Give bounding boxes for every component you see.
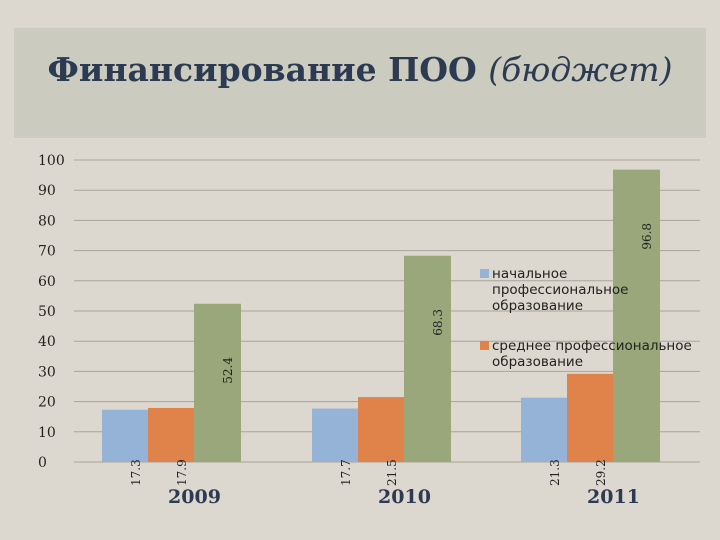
y-tick-label: 60: [38, 274, 56, 290]
x-tick-label: 2010: [378, 486, 431, 508]
legend-label: начальное профессиональное образование: [492, 266, 628, 314]
bar: [521, 397, 568, 462]
x-tick-label: 2011: [587, 486, 640, 508]
legend-swatch: [480, 269, 489, 278]
data-label: 29.2: [594, 459, 608, 486]
page-title: Финансирование ПОО (бюджет): [0, 50, 720, 89]
bar: [312, 408, 359, 462]
y-tick-label: 80: [38, 213, 56, 229]
y-tick-label: 20: [38, 395, 56, 411]
data-label: 52.4: [221, 357, 235, 384]
legend-label: среднее профессиональное образование: [492, 338, 692, 370]
y-tick-label: 0: [38, 455, 47, 471]
y-tick-label: 50: [38, 304, 56, 320]
bar: [148, 407, 195, 462]
bar: [358, 397, 405, 462]
y-tick-label: 40: [38, 334, 56, 350]
data-label: 17.9: [175, 459, 189, 486]
y-tick-label: 90: [38, 183, 56, 199]
x-tick-label: 2009: [168, 486, 221, 508]
data-label: 21.3: [548, 459, 562, 486]
data-label: 96.8: [640, 223, 654, 250]
legend-swatch: [480, 341, 489, 350]
bar: [102, 409, 149, 462]
title-note: (бюджет): [488, 50, 673, 89]
y-tick-label: 10: [38, 425, 56, 441]
title-panel: [14, 28, 706, 138]
bar: [567, 373, 614, 462]
bar: [613, 169, 660, 462]
data-label: 17.7: [339, 459, 353, 486]
data-label: 68.3: [431, 309, 445, 336]
y-tick-label: 30: [38, 364, 56, 380]
bar: [194, 303, 241, 462]
y-tick-label: 70: [38, 244, 56, 260]
bar: [404, 255, 451, 462]
data-label: 21.5: [385, 459, 399, 486]
data-label: 17.3: [129, 459, 143, 486]
title-main: Финансирование ПОО: [47, 50, 477, 89]
y-tick-label: 100: [38, 153, 65, 169]
